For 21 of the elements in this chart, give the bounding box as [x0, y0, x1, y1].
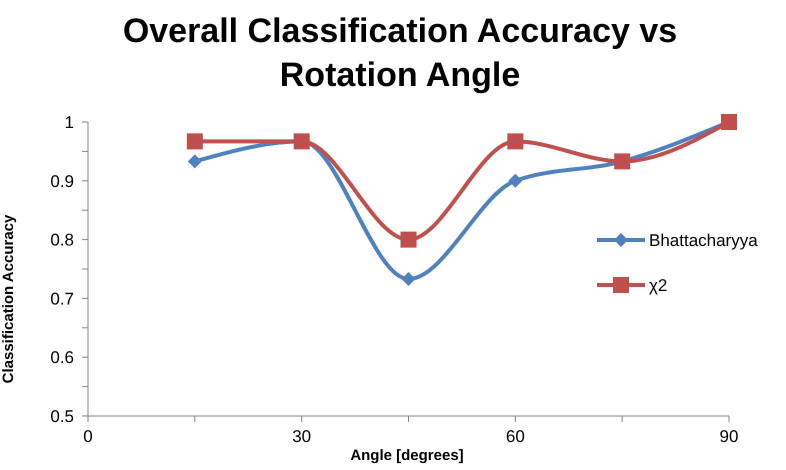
- y-tick-label: 0.7: [50, 289, 74, 308]
- y-axis-title: Classification Accuracy: [0, 214, 17, 384]
- x-tick-label: 90: [720, 427, 738, 446]
- y-tick-label: 0.5: [50, 407, 74, 426]
- y-tick-label: 0.8: [50, 230, 74, 250]
- x-tick-label: 0: [83, 427, 93, 446]
- x-tick-label: 60: [506, 427, 525, 446]
- point: [402, 272, 416, 286]
- point: [188, 154, 202, 168]
- y-tick-label: 0.9: [50, 172, 74, 191]
- point: [507, 133, 524, 150]
- y-tick-label: 0.6: [50, 348, 74, 368]
- point: [508, 174, 522, 188]
- point: [186, 133, 203, 150]
- chart-title: Overall Classification Accuracy vs Rotation Angle: [122, 12, 678, 94]
- x-axis-title: Angle [degrees]: [350, 447, 464, 464]
- legend-label: Bhattacharyya: [649, 231, 758, 250]
- point: [400, 232, 416, 248]
- y-tick-label: 1: [64, 113, 74, 132]
- legend-label: χ2: [649, 276, 668, 295]
- x-tick-label: 30: [292, 427, 312, 446]
